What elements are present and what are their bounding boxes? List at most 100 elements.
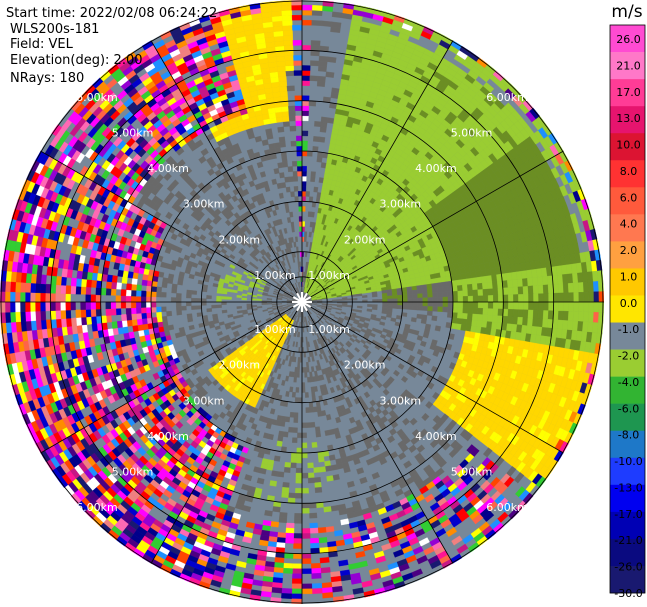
velocity-gate: [422, 301, 428, 307]
velocity-gate: [437, 296, 444, 303]
velocity-gate: [309, 406, 314, 413]
velocity-gate: [301, 145, 308, 152]
velocity-gate: [292, 568, 303, 574]
velocity-gate: [431, 282, 438, 289]
velocity-gate: [284, 537, 294, 544]
velocity-gate: [301, 70, 311, 76]
velocity-gate: [278, 517, 288, 524]
velocity-gate: [277, 532, 286, 539]
velocity-gate: [366, 308, 373, 312]
velocity-gate: [491, 274, 498, 283]
velocity-gate: [532, 309, 539, 319]
velocity-gate: [457, 312, 463, 319]
velocity-gate: [277, 435, 284, 442]
velocity-gate: [437, 306, 443, 312]
velocity-gate: [467, 289, 474, 297]
velocity-gate: [277, 471, 285, 478]
velocity-gate: [427, 292, 433, 298]
velocity-gate: [552, 310, 559, 321]
velocity-gate: [397, 294, 403, 299]
velocity-gate: [317, 410, 323, 417]
velocity-gate: [302, 326, 305, 333]
velocity-gate: [285, 527, 295, 534]
velocity-gate: [427, 306, 433, 312]
velocity-gate: [319, 126, 327, 133]
velocity-gate: [301, 130, 309, 137]
velocity-gate: [486, 321, 493, 329]
velocity-gate: [456, 318, 463, 325]
velocity-gate: [482, 314, 488, 322]
velocity-gate: [295, 387, 300, 393]
velocity-gate: [467, 283, 473, 291]
velocity-gate: [397, 301, 403, 306]
velocity-gate: [411, 285, 418, 291]
velocity-gate: [281, 487, 290, 493]
velocity-gate: [432, 301, 439, 307]
velocity-gate: [293, 376, 297, 383]
velocity-gate: [352, 297, 358, 301]
velocity-gate: [301, 553, 312, 559]
velocity-gate: [271, 470, 279, 477]
velocity-gate: [293, 533, 303, 539]
velocity-gate: [436, 282, 443, 288]
velocity-gate: [532, 277, 539, 286]
velocity-gate: [452, 296, 459, 303]
velocity-gate: [307, 462, 314, 469]
velocity-gate: [563, 301, 569, 312]
velocity-gate: [412, 301, 418, 307]
velocity-gate: [538, 301, 544, 311]
velocity-gate: [386, 313, 392, 318]
velocity-gate: [472, 313, 478, 321]
velocity-gate: [572, 282, 579, 293]
velocity-gate: [416, 285, 423, 291]
velocity-gate: [310, 40, 321, 47]
velocity-gate: [381, 292, 388, 297]
velocity-gate: [426, 288, 433, 294]
velocity-gate: [557, 283, 564, 294]
velocity-gate: [522, 309, 529, 318]
velocity-gate: [407, 305, 413, 310]
velocity-gate: [452, 301, 459, 308]
velocity-gate: [426, 283, 433, 289]
velocity-gate: [430, 278, 437, 284]
velocity-gate: [269, 480, 277, 487]
velocity-gate: [301, 75, 311, 81]
velocity-gate: [324, 429, 331, 436]
velocity-gate: [301, 558, 312, 564]
velocity-gate: [305, 407, 310, 413]
velocity-gate: [323, 506, 332, 513]
velocity-gate: [442, 301, 449, 308]
velocity-gate: [311, 391, 316, 398]
velocity-gate: [377, 299, 383, 303]
velocity-gate: [493, 294, 499, 303]
velocity-gate: [286, 522, 295, 529]
velocity-gate: [397, 298, 403, 303]
velocity-gate: [259, 539, 269, 547]
velocity-gate: [547, 284, 554, 294]
velocity-gate: [301, 95, 310, 101]
velocity-gate: [301, 181, 307, 187]
velocity-gate: [301, 150, 308, 157]
velocity-gate: [427, 301, 434, 307]
velocity-gate: [282, 567, 293, 574]
velocity-gate: [512, 286, 519, 295]
velocity-gate: [295, 472, 303, 479]
velocity-gate: [442, 286, 448, 293]
velocity-gate: [382, 295, 388, 300]
velocity-gate: [281, 492, 289, 498]
velocity-gate: [295, 487, 303, 494]
velocity-gate: [371, 293, 378, 298]
velocity-gate: [347, 298, 353, 301]
velocity-gate: [522, 286, 529, 295]
velocity-gate: [301, 115, 309, 122]
velocity-gate: [325, 71, 335, 78]
velocity-gate: [387, 298, 393, 303]
velocity-gate: [315, 426, 321, 433]
velocity-gate: [542, 276, 549, 286]
velocity-gate: [412, 293, 418, 299]
velocity-gate: [471, 319, 478, 327]
velocity-gate: [548, 301, 554, 311]
velocity-gate: [292, 553, 303, 559]
velocity-gate: [309, 75, 318, 82]
velocity-gate: [447, 286, 453, 292]
